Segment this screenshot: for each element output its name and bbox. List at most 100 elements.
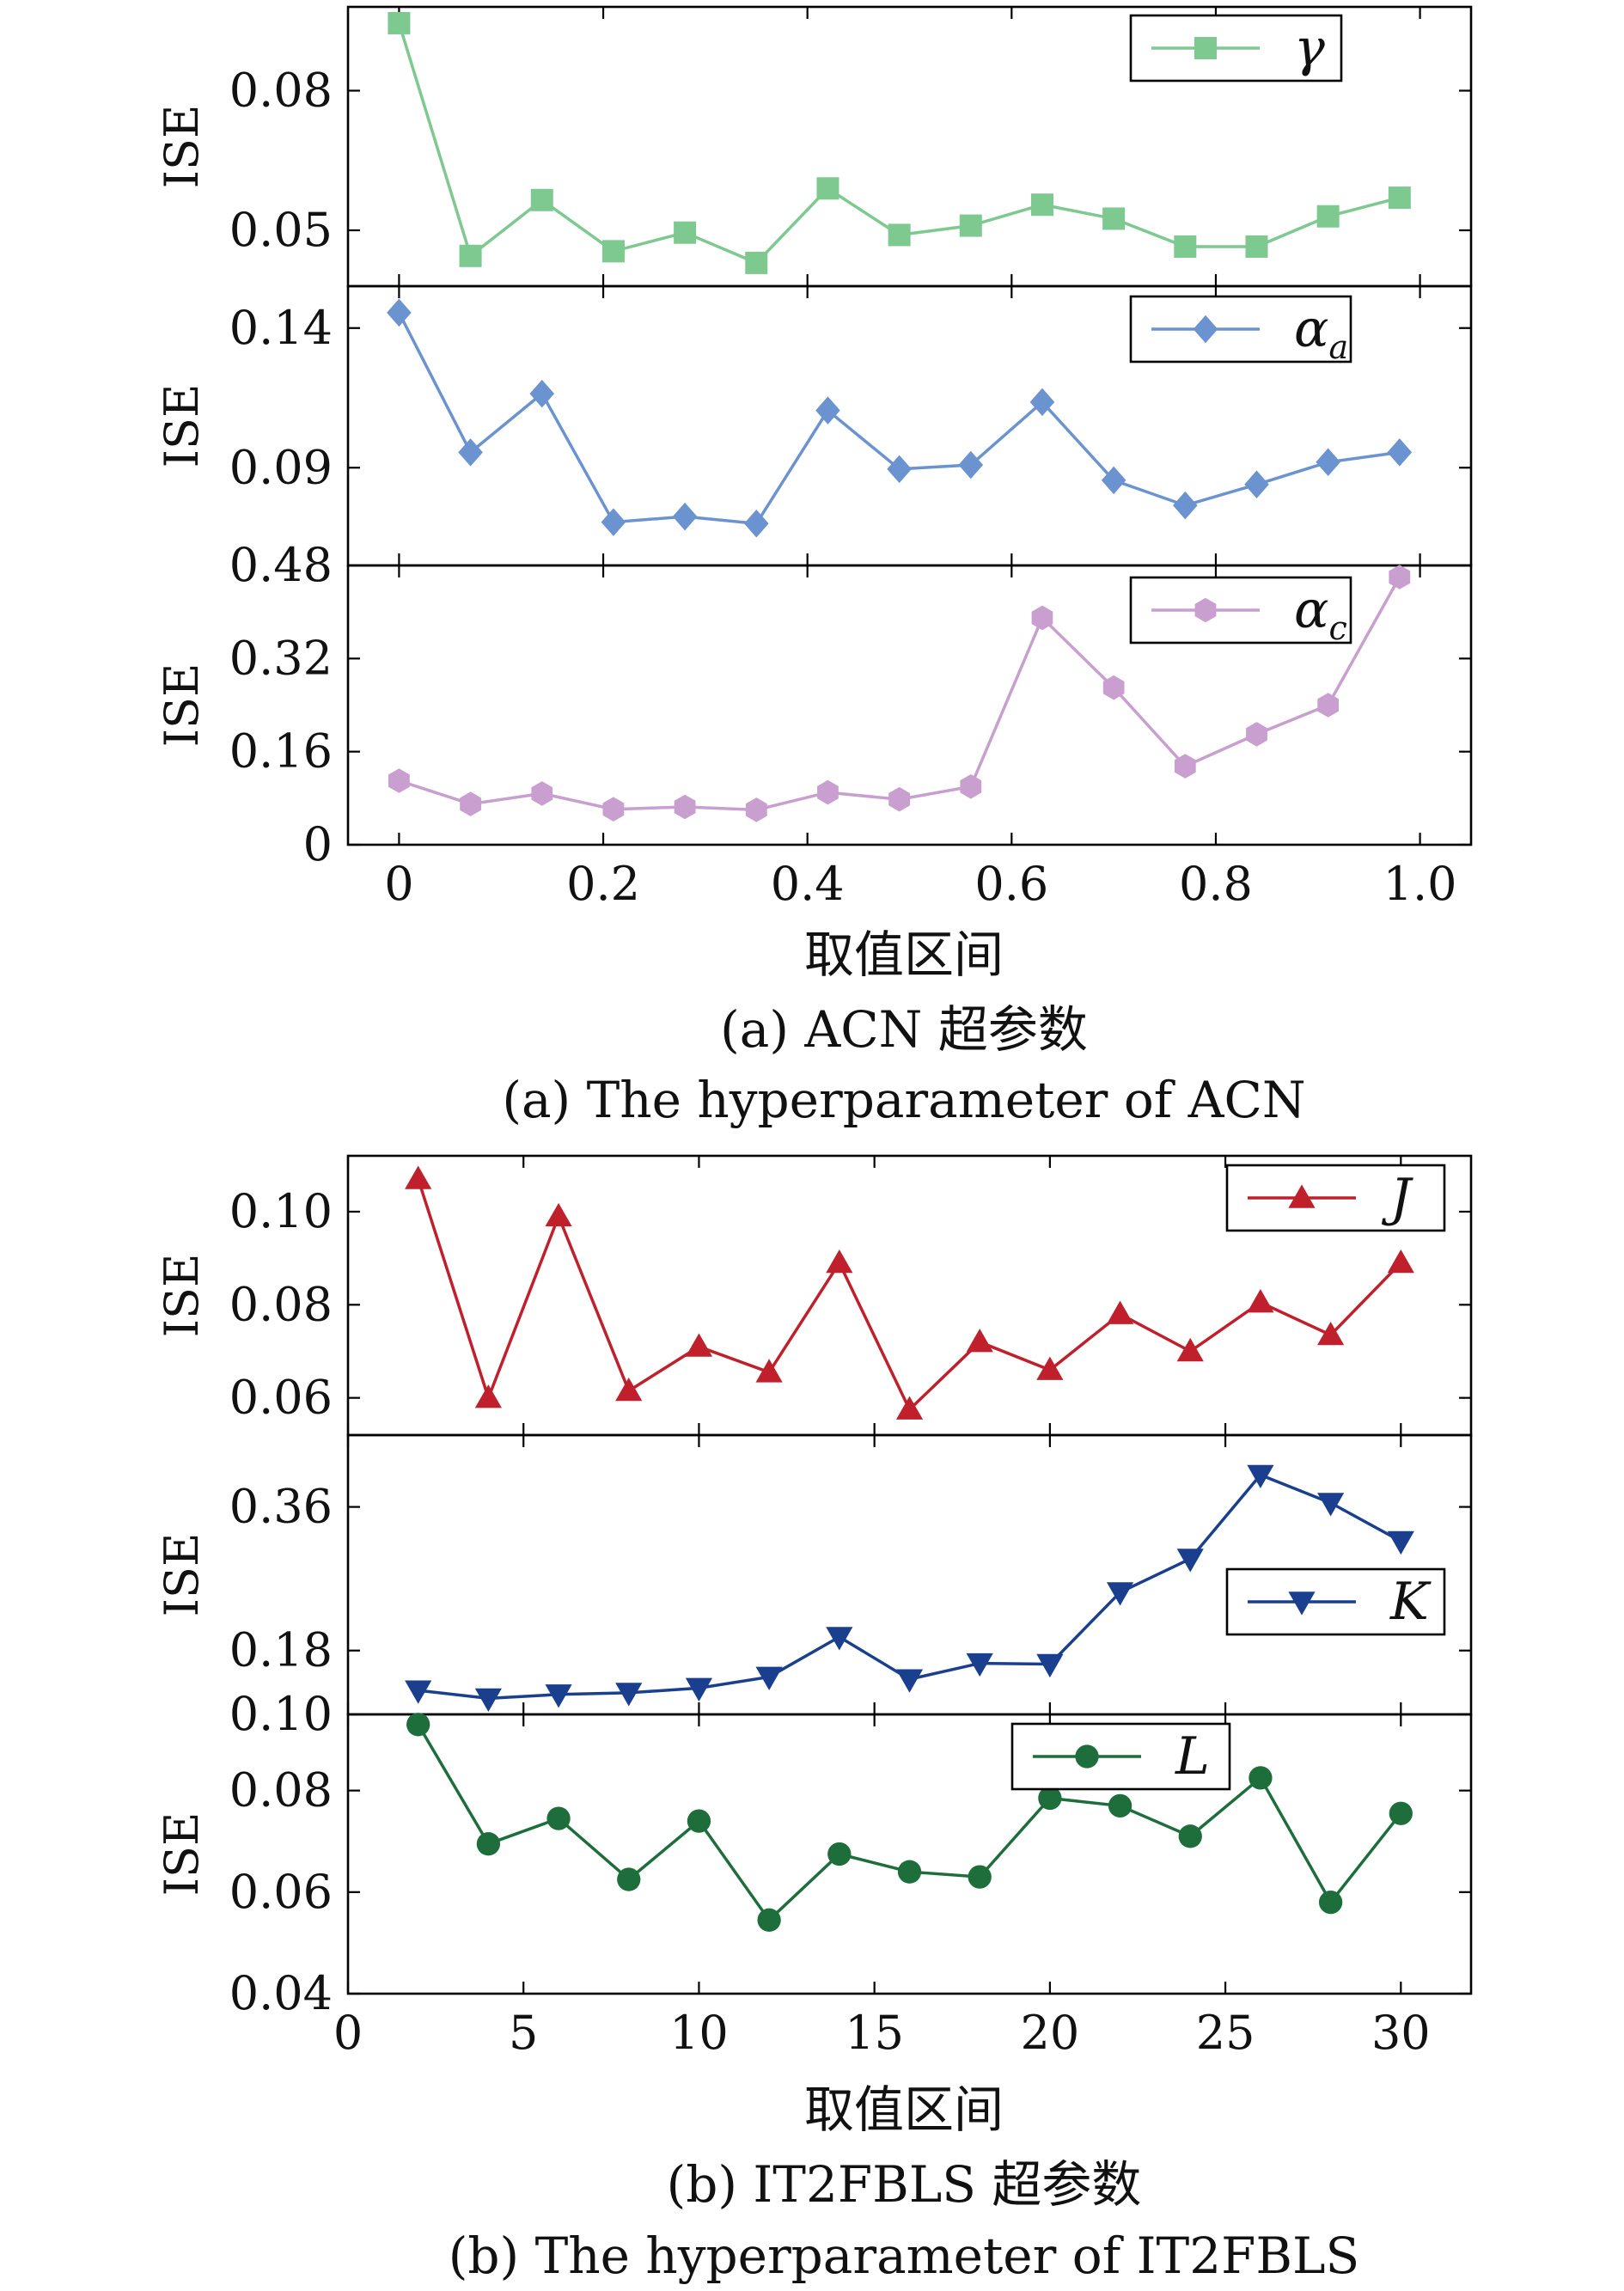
x-tick-label: 0.4 (771, 857, 845, 911)
plot-frame (346, 564, 1473, 846)
data-point-marker (545, 1684, 572, 1708)
legend: J (1225, 1164, 1446, 1232)
data-point-marker (1108, 1793, 1133, 1818)
data-point-marker (530, 188, 553, 211)
data-point-marker (545, 1202, 572, 1227)
y-tick-label: 0.08 (229, 1277, 333, 1331)
data-point-marker (1387, 1530, 1414, 1555)
x-tick-label: 0.8 (1179, 857, 1253, 911)
data-point-marker (745, 251, 768, 274)
data-point-marker (1106, 1300, 1134, 1324)
data-point-marker (674, 221, 697, 244)
data-point-marker (1249, 1766, 1273, 1790)
legend-label: γ (1294, 18, 1325, 78)
data-point-marker (601, 508, 626, 536)
y-axis-label: ISE (155, 663, 209, 748)
panel-b-2: 0.10 0.18 0.36 ISE K (155, 1433, 1473, 1741)
data-point-marker (1102, 675, 1125, 700)
legend: αa (1129, 295, 1352, 366)
data-point-marker (1030, 193, 1053, 217)
y-tick-label: 0 (303, 817, 333, 871)
data-point-marker (1245, 235, 1268, 258)
data-point-marker (743, 510, 769, 538)
data-point-marker (1176, 1337, 1204, 1362)
legend-marker-sample (1288, 1591, 1316, 1616)
data-point-marker (1036, 1356, 1064, 1380)
y-tick-label: 0.32 (229, 631, 333, 685)
panel-a-3: 0 0.16 0.32 0.48 0 0.2 0.4 0.6 0.8 1.0 ISE αc (155, 538, 1473, 911)
data-point-marker (1317, 693, 1339, 718)
y-tick-label: 0.10 (229, 1184, 333, 1238)
data-point-marker (687, 1809, 711, 1833)
data-point-marker (1387, 438, 1413, 467)
data-point-marker (531, 781, 553, 806)
data-point-marker (476, 1832, 501, 1856)
data-point-marker (617, 1867, 641, 1891)
panel-b-3: 0.04 0.06 0.08 0 5 10 15 20 25 30 ISE L (155, 1713, 1473, 2060)
data-point-marker (1036, 1653, 1064, 1678)
legend-label: L (1175, 1726, 1210, 1787)
data-point-marker (755, 1359, 783, 1383)
caption-a-en: (a) The hyperparameter of ACN (502, 1071, 1305, 1129)
x-tick-label: 25 (1196, 2006, 1255, 2060)
data-point-marker (602, 797, 625, 822)
data-point-marker (1101, 466, 1126, 495)
data-point-marker (405, 1680, 432, 1704)
data-point-marker (1029, 388, 1055, 417)
y-axis-label: ISE (155, 384, 209, 468)
legend-label: K (1389, 1572, 1432, 1632)
y-tick-label: 0.18 (229, 1623, 333, 1677)
data-point-marker (601, 240, 625, 263)
data-point-marker (672, 502, 698, 531)
y-tick-label: 0.04 (229, 1966, 333, 2020)
legend-marker-sample (1075, 1744, 1099, 1769)
legend-marker-sample (1194, 37, 1217, 59)
x-tick-label: 10 (669, 2006, 729, 2060)
data-point-marker (388, 768, 410, 793)
legend-marker-sample (1193, 315, 1218, 344)
data-point-marker (966, 1653, 993, 1677)
y-tick-label: 0.48 (229, 538, 333, 592)
data-point-marker (474, 1688, 502, 1713)
data-point-marker (895, 1396, 924, 1420)
x-tick-label: 20 (1021, 2006, 1080, 2060)
x-tick-label: 0 (333, 2006, 363, 2060)
legend: γ (1129, 14, 1343, 82)
data-point-marker (474, 1384, 502, 1408)
data-point-marker (887, 455, 912, 484)
y-axis-label: ISE (155, 1533, 209, 1617)
y-tick-label: 0.06 (229, 1371, 333, 1425)
figure-group-b: 0.06 0.08 0.10 ISE J 0.10 0.18 0.36 ISE K 0.04 0.06… (155, 1154, 1473, 2060)
data-point-marker (460, 791, 481, 816)
data-point-marker (1247, 1464, 1274, 1489)
y-tick-label: 0.08 (229, 64, 333, 118)
data-point-marker (1388, 186, 1411, 210)
caption-b-en: (b) The hyperparameter of IT2FBLS (449, 2227, 1359, 2285)
data-point-marker (815, 396, 840, 425)
y-axis-label: ISE (155, 1812, 209, 1897)
data-point-marker (757, 1908, 781, 1932)
data-point-marker (1102, 207, 1126, 230)
data-point-marker (1316, 205, 1340, 228)
data-point-marker (888, 223, 911, 247)
legend: K (1225, 1567, 1446, 1636)
data-point-marker (388, 11, 411, 34)
x-tick-label: 1.0 (1383, 857, 1457, 911)
data-point-marker (1106, 1582, 1134, 1606)
y-tick-label: 0.10 (229, 1687, 333, 1741)
panel-a-1: 0.05 0.08 ISE γ (155, 5, 1473, 288)
data-point-marker (1317, 1493, 1345, 1517)
x-axis-label-a: 取值区间 (804, 926, 1004, 984)
data-point-marker (387, 298, 412, 327)
data-point-marker (1389, 1801, 1413, 1825)
data-point-marker (1317, 1321, 1345, 1346)
panel-a-2: 0.09 0.14 ISE αa (155, 284, 1473, 567)
data-point-marker (674, 794, 696, 820)
x-tick-label: 15 (845, 2006, 904, 2060)
y-axis-label: ISE (155, 1254, 209, 1338)
y-tick-label: 0.09 (229, 440, 333, 494)
data-point-marker (826, 1249, 853, 1274)
data-point-marker (1031, 605, 1053, 631)
data-point-marker (406, 1713, 430, 1737)
data-point-marker (1244, 470, 1269, 498)
